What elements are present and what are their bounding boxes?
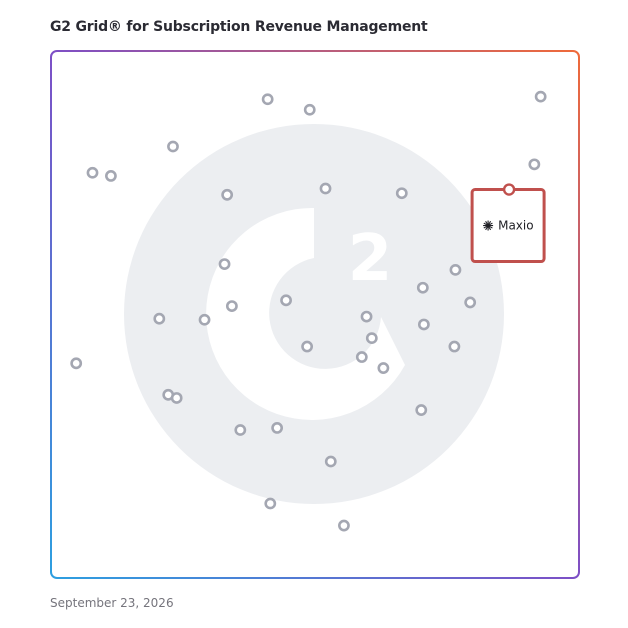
maxio-label: Maxio [498, 219, 533, 233]
svg-text:2: 2 [348, 222, 393, 296]
product-dot-13[interactable] [416, 281, 429, 294]
g2-logo-watermark-icon: 2 [124, 124, 504, 504]
page-title: G2 Grid® for Subscription Revenue Manage… [50, 19, 428, 35]
product-dot-23[interactable] [355, 351, 368, 363]
product-dot-4[interactable] [528, 158, 541, 171]
product-dot-10[interactable] [395, 187, 408, 200]
product-dot-30[interactable] [234, 424, 247, 436]
product-dot-12[interactable] [449, 263, 462, 276]
product-dot-20[interactable] [417, 318, 430, 331]
product-dot-3[interactable] [534, 90, 547, 103]
product-dot-17[interactable] [153, 312, 166, 325]
product-dot-15[interactable] [280, 294, 292, 307]
product-dot-21[interactable] [365, 332, 378, 345]
product-dot-24[interactable] [448, 340, 461, 353]
product-dot-6[interactable] [86, 166, 99, 179]
product-dot-25[interactable] [377, 362, 390, 374]
product-dot-2[interactable] [303, 103, 316, 116]
product-dot-18[interactable] [198, 313, 211, 326]
product-dot-7[interactable] [105, 169, 117, 182]
maxio-asterisk-icon [483, 220, 494, 231]
product-dot-29[interactable] [415, 404, 428, 416]
product-dot-19[interactable] [360, 310, 373, 323]
product-dot-26[interactable] [70, 357, 83, 370]
product-dot-22[interactable] [301, 340, 314, 353]
product-dot-31[interactable] [271, 421, 284, 434]
product-dots [70, 90, 547, 532]
product-dot-1[interactable] [261, 93, 274, 106]
product-dot-28[interactable] [170, 392, 183, 404]
product-dot-32[interactable] [324, 455, 337, 468]
product-dot-14[interactable] [225, 300, 238, 312]
product-dot-8[interactable] [221, 188, 234, 201]
grid-border [50, 50, 580, 579]
footer-date: September 23, 2026 [50, 596, 174, 610]
maxio-dot[interactable] [502, 183, 516, 196]
product-dot-33[interactable] [264, 497, 277, 510]
product-dot-9[interactable] [319, 182, 332, 195]
product-dot-16[interactable] [464, 296, 477, 309]
product-dot-5[interactable] [167, 140, 179, 153]
product-dot-34[interactable] [338, 519, 350, 532]
highlight-marker[interactable]: Maxio [470, 183, 546, 264]
product-dot-11[interactable] [218, 258, 231, 270]
